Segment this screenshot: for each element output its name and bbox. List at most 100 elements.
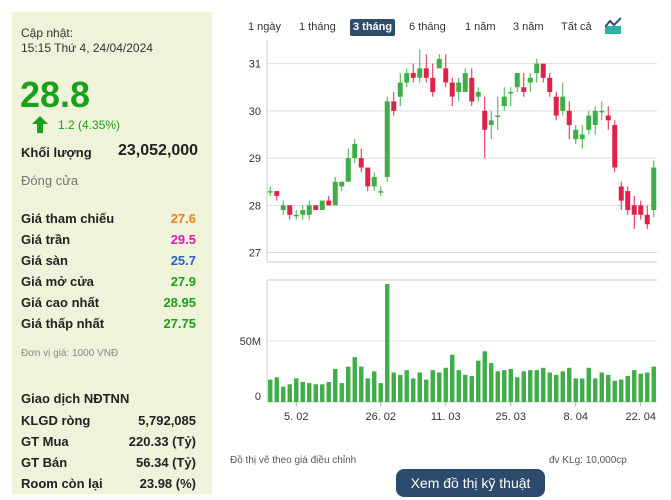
candle-body bbox=[404, 73, 410, 83]
volume-bar bbox=[515, 377, 520, 402]
volume-bar bbox=[528, 370, 533, 402]
x-tick-label: 11. 03 bbox=[431, 411, 461, 423]
update-label: Cập nhật: bbox=[21, 26, 74, 40]
stat-label: Giá thấp nhất bbox=[21, 316, 105, 331]
volume-bar bbox=[333, 368, 338, 402]
quote-panel: Cập nhật: 15:15 Thứ 4, 24/04/2024 28.8 1… bbox=[12, 12, 212, 494]
volume-bar bbox=[560, 371, 565, 402]
stat-label: Giá mở cửa bbox=[21, 274, 94, 289]
stat-value: 27.75 bbox=[163, 316, 196, 331]
volume-tick-label: 50M bbox=[240, 336, 261, 348]
tab-period[interactable]: 3 tháng bbox=[350, 19, 396, 36]
volume-bar bbox=[294, 378, 299, 402]
stat-value: 29.5 bbox=[170, 232, 196, 247]
y-tick-label: 28 bbox=[249, 200, 261, 212]
candle-body bbox=[573, 129, 579, 140]
y-tick-label: 31 bbox=[249, 59, 261, 71]
tab-period[interactable]: Tất cả bbox=[561, 21, 592, 33]
volume-bar bbox=[554, 374, 559, 402]
volume-bar bbox=[320, 384, 325, 402]
volume-label: Khối lượng bbox=[21, 145, 92, 160]
tab-period[interactable]: 1 năm bbox=[465, 21, 496, 33]
candle-body bbox=[449, 82, 455, 97]
candle-body bbox=[371, 176, 377, 187]
candle-body bbox=[540, 63, 546, 78]
volume-bar bbox=[398, 374, 403, 402]
candle-body bbox=[352, 143, 358, 159]
tab-period[interactable]: 3 năm bbox=[513, 21, 544, 33]
current-price: 28.8 bbox=[20, 74, 91, 115]
candle-body bbox=[462, 73, 468, 92]
volume-bar bbox=[638, 373, 643, 402]
candle-body bbox=[618, 186, 624, 201]
x-tick-label: 8. 04 bbox=[564, 411, 588, 423]
volume-bar bbox=[573, 378, 578, 402]
candle-body bbox=[293, 214, 299, 217]
candle-body bbox=[508, 91, 514, 94]
volume-bar bbox=[469, 376, 474, 402]
candle-body bbox=[410, 73, 416, 78]
volume-bar bbox=[619, 379, 624, 402]
session-status: Đóng cửa bbox=[21, 173, 79, 188]
foreign-trade-title: Giao dịch NĐTNN bbox=[21, 391, 130, 406]
foreign-value: 220.33 (Tỷ) bbox=[128, 434, 196, 449]
tab-period[interactable]: 6 tháng bbox=[409, 21, 446, 33]
volume-bar bbox=[489, 363, 494, 402]
candle-body bbox=[651, 167, 657, 211]
candle-body bbox=[631, 205, 637, 215]
volume-bar bbox=[599, 372, 604, 402]
volume-bar bbox=[274, 377, 279, 402]
candle-body bbox=[358, 158, 364, 168]
tab-period[interactable]: 1 tháng bbox=[299, 21, 336, 33]
volume-bar bbox=[372, 371, 377, 402]
volume-bar bbox=[625, 376, 630, 402]
y-tick-label: 30 bbox=[249, 106, 261, 118]
candle-body bbox=[514, 73, 520, 88]
candle-body bbox=[365, 167, 371, 187]
candle-body bbox=[319, 200, 325, 211]
candle-body bbox=[332, 181, 338, 206]
candle-body bbox=[300, 210, 306, 215]
view-technical-chart-button[interactable]: Xem đồ thị kỹ thuật bbox=[396, 469, 545, 497]
volume-bar bbox=[463, 374, 468, 402]
volume-value: 23,052,000 bbox=[118, 142, 199, 159]
volume-bar bbox=[300, 381, 305, 402]
y-tick-label: 29 bbox=[249, 153, 261, 165]
x-tick-label: 5. 02 bbox=[284, 411, 308, 423]
candle-body bbox=[423, 68, 429, 78]
volume-tick-label: 0 bbox=[255, 391, 261, 403]
tab-period[interactable]: 1 ngày bbox=[248, 21, 282, 33]
candle-body bbox=[384, 101, 390, 177]
volume-bar bbox=[430, 370, 435, 402]
candle-body bbox=[534, 63, 540, 74]
candle-body bbox=[521, 87, 527, 92]
candle-body bbox=[469, 77, 475, 102]
foreign-value: 5,792,085 bbox=[138, 413, 196, 428]
candle-body bbox=[566, 110, 572, 126]
volume-bar bbox=[502, 370, 507, 402]
volume-bar bbox=[606, 374, 611, 402]
volume-bar bbox=[417, 372, 422, 402]
stat-value: 27.9 bbox=[170, 274, 196, 289]
candle-body bbox=[586, 115, 592, 130]
candle-body bbox=[267, 191, 273, 193]
candle-body bbox=[599, 110, 605, 113]
volume-bar bbox=[352, 357, 357, 402]
candle-body bbox=[287, 205, 293, 215]
candle-body bbox=[592, 110, 598, 126]
chart-type-icon[interactable] bbox=[605, 17, 621, 34]
volume-bar bbox=[632, 370, 637, 402]
foreign-label: GT Mua bbox=[21, 434, 69, 449]
volume-bar bbox=[443, 367, 448, 402]
arrow-up-icon bbox=[32, 116, 48, 133]
candle-body bbox=[644, 214, 650, 225]
candle-body bbox=[579, 134, 585, 140]
update-time: 15:15 Thứ 4, 24/04/2024 bbox=[21, 41, 153, 55]
volume-bar bbox=[268, 379, 273, 402]
price-chart: 31 30 29 28 27 50M 0 5. 02 26. 02 11. 03 25. 03 8. … bbox=[240, 40, 657, 423]
foreign-label: Room còn lại bbox=[21, 476, 103, 491]
volume-bar bbox=[645, 372, 650, 402]
volume-bar bbox=[359, 366, 364, 402]
candle-body bbox=[456, 82, 462, 92]
volume-bar bbox=[424, 379, 429, 402]
